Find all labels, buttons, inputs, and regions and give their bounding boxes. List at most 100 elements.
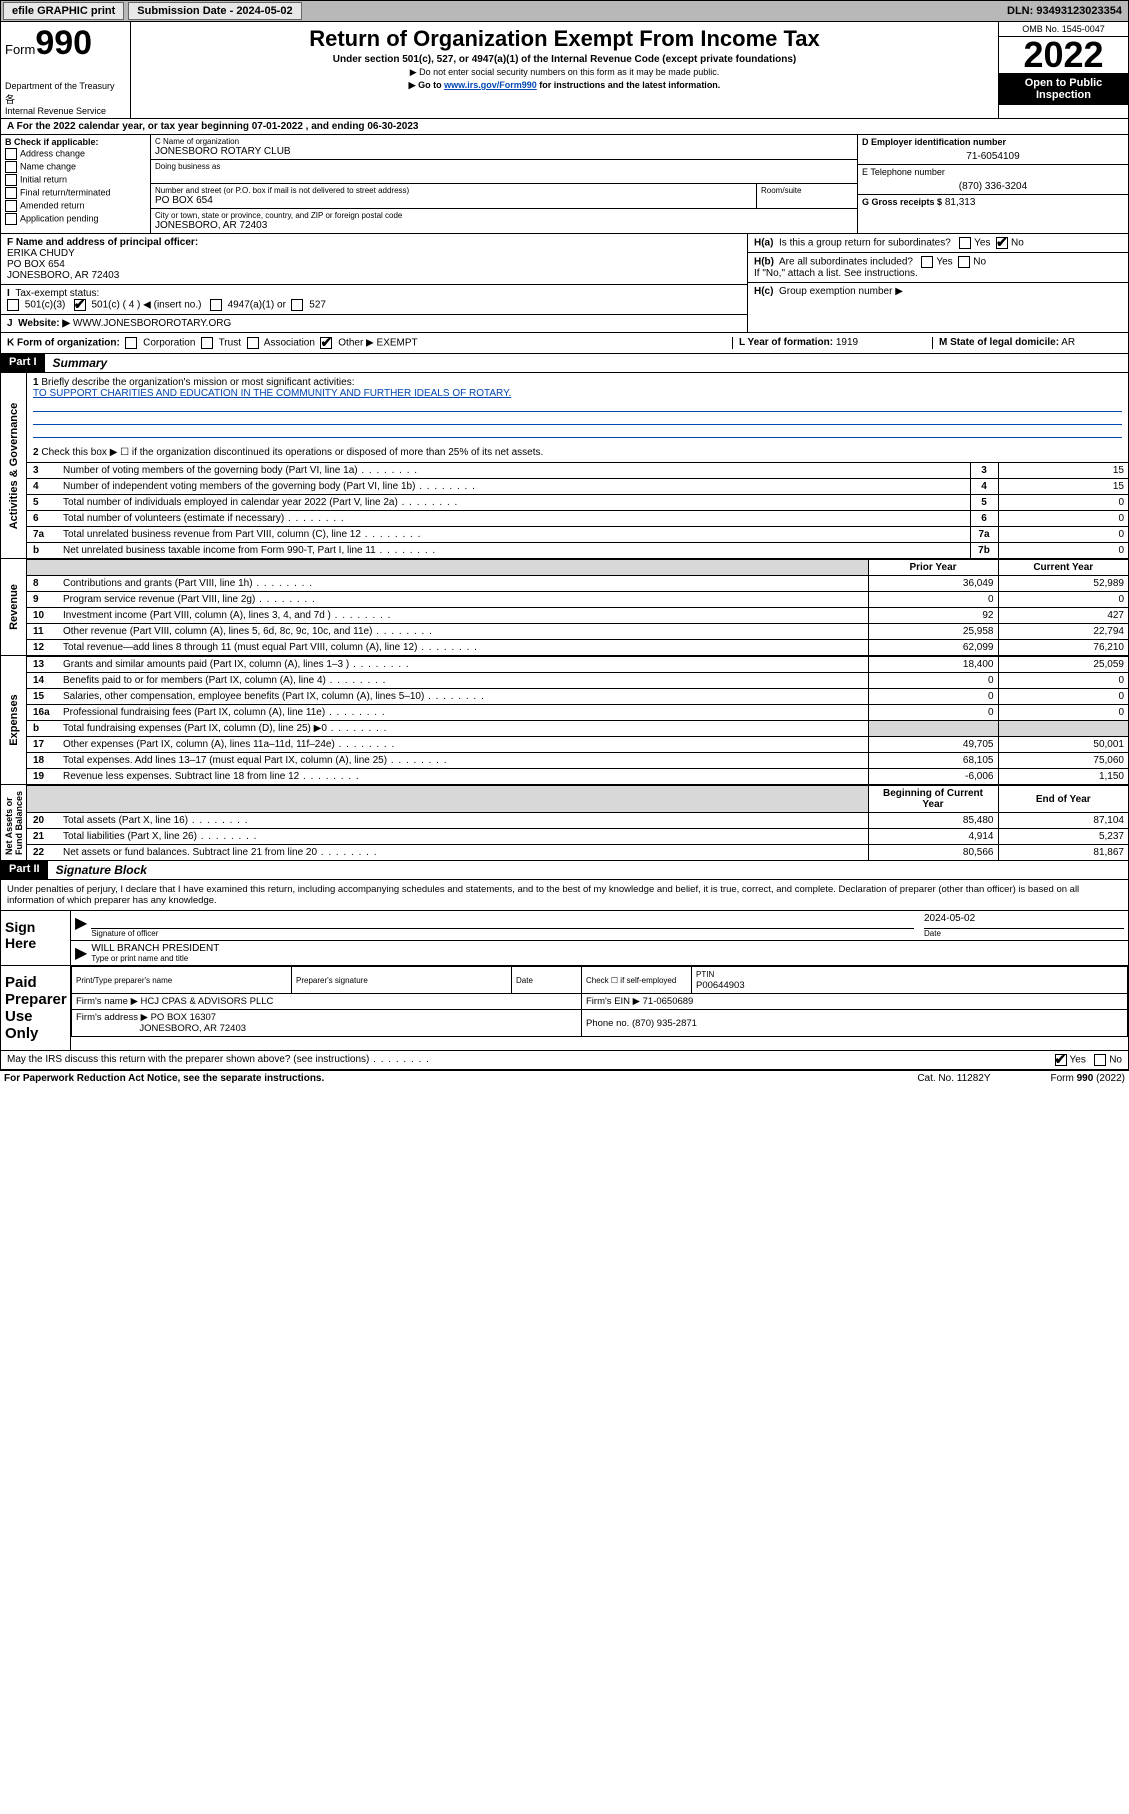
cb-name-change[interactable]: Name change (5, 161, 146, 173)
expenses-table: 13Grants and similar amounts paid (Part … (27, 656, 1128, 784)
table-row: 13Grants and similar amounts paid (Part … (27, 657, 1128, 673)
cb-address-change[interactable]: Address change (5, 148, 146, 160)
cb-527[interactable] (291, 299, 303, 311)
revenue-section: Revenue Prior YearCurrent Year8Contribut… (0, 559, 1129, 656)
form-number-block: Form990 Department of the Treasury 各Inte… (1, 22, 131, 118)
cb-ha-yes[interactable] (959, 237, 971, 249)
section-k: K Form of organization: Corporation Trus… (7, 337, 732, 349)
form-prefix: Form (5, 42, 35, 57)
section-j: J Website: ▶ WWW.JONESBOROROTARY.ORG (1, 315, 747, 332)
part2-badge: Part II (1, 861, 48, 879)
preparer-table: Print/Type preparer's name Preparer's si… (71, 966, 1128, 1037)
org-name: JONESBORO ROTARY CLUB (155, 146, 853, 157)
perjury-declaration: Under penalties of perjury, I declare th… (1, 880, 1128, 910)
table-row: 22Net assets or fund balances. Subtract … (27, 845, 1128, 861)
table-row: 8Contributions and grants (Part VIII, li… (27, 576, 1128, 592)
footer-mid: Cat. No. 11282Y (917, 1073, 990, 1084)
table-row: 16aProfessional fundraising fees (Part I… (27, 705, 1128, 721)
table-row: 12Total revenue—add lines 8 through 11 (… (27, 640, 1128, 656)
cb-hb-no[interactable] (958, 256, 970, 268)
part1-badge: Part I (1, 354, 45, 372)
opt-other: Other ▶ (338, 338, 373, 349)
hb-yes: Yes (936, 257, 952, 268)
vlabel-netassets: Net Assets orFund Balances (1, 785, 27, 860)
dba-label: Doing business as (155, 162, 853, 171)
fijk-left: F Name and address of principal officer:… (1, 234, 748, 332)
section-b-header: B Check if applicable: (5, 137, 146, 147)
top-bar: efile GRAPHIC print Submission Date - 20… (0, 0, 1129, 22)
ha-text: Is this a group return for subordinates? (779, 238, 951, 249)
goto-note: ▶ Go to www.irs.gov/Form990 for instruct… (135, 80, 994, 91)
submission-date-button[interactable]: Submission Date - 2024-05-02 (128, 2, 301, 20)
tax-status-label: Tax-exempt status: (15, 288, 99, 299)
form-subtitle: Under section 501(c), 527, or 4947(a)(1)… (135, 54, 994, 65)
cb-assoc[interactable] (247, 337, 259, 349)
cb-amended-return[interactable]: Amended return (5, 200, 146, 212)
section-de: D Employer identification number 71-6054… (858, 135, 1128, 233)
form-number: 990 (35, 24, 92, 62)
cb-initial-return[interactable]: Initial return (5, 174, 146, 186)
form-title: Return of Organization Exempt From Incom… (135, 26, 994, 52)
officer-printed-name: WILL BRANCH PRESIDENT (91, 943, 1124, 954)
cb-corp[interactable] (125, 337, 137, 349)
part2-title: Signature Block (48, 861, 155, 879)
cb-discuss-no[interactable] (1094, 1054, 1106, 1066)
sig-date-label: Date (924, 929, 1124, 938)
tax-year: 2022 (999, 37, 1128, 73)
ssn-note: ▶ Do not enter social security numbers o… (135, 67, 994, 78)
other-value: EXEMPT (377, 338, 418, 349)
governance-table: 3Number of voting members of the governi… (27, 462, 1128, 558)
table-row: 18Total expenses. Add lines 13–17 (must … (27, 753, 1128, 769)
cb-ha-no[interactable] (996, 237, 1008, 249)
table-row: 10Investment income (Part VIII, column (… (27, 608, 1128, 624)
website-label: Website: ▶ (18, 318, 70, 329)
irs-form990-link[interactable]: www.irs.gov/Form990 (444, 80, 537, 90)
prep-sig-cell: Preparer's signature (292, 967, 512, 994)
mission-label: Briefly describe the organization's miss… (41, 377, 354, 388)
mission-block: 1 Briefly describe the organization's mi… (27, 373, 1128, 443)
officer-printed-label: Type or print name and title (91, 954, 1124, 963)
cb-discuss-yes[interactable] (1055, 1054, 1067, 1066)
officer-addr2: JONESBORO, AR 72403 (7, 270, 119, 281)
sign-here-label: Sign Here (1, 911, 71, 965)
cb-4947[interactable] (210, 299, 222, 311)
entity-info-block: B Check if applicable: Address change Na… (0, 135, 1129, 234)
vlabel-governance: Activities & Governance (1, 373, 27, 558)
cb-501c[interactable] (74, 299, 86, 311)
prep-date-cell: Date (512, 967, 582, 994)
arrow-icon: ▶ (75, 943, 87, 963)
paid-preparer-row: Paid Preparer Use Only Print/Type prepar… (1, 965, 1128, 1050)
room-label: Room/suite (761, 186, 853, 195)
cb-trust[interactable] (201, 337, 213, 349)
phone-label: E Telephone number (862, 167, 1124, 177)
cb-other[interactable] (320, 337, 332, 349)
year-formation-value: 1919 (836, 337, 858, 348)
sig-date-value: 2024-05-02 (924, 913, 1124, 929)
table-row: 6Total number of volunteers (estimate if… (27, 511, 1128, 527)
form-org-label: K Form of organization: (7, 338, 120, 349)
section-c: C Name of organization JONESBORO ROTARY … (151, 135, 858, 233)
table-row: 19Revenue less expenses. Subtract line 1… (27, 769, 1128, 785)
phone-value: (870) 336-3204 (862, 181, 1124, 192)
irs-label: Internal Revenue Service (5, 106, 126, 116)
cb-final-return[interactable]: Final return/terminated (5, 187, 146, 199)
efile-button[interactable]: efile GRAPHIC print (3, 2, 124, 20)
goto-pre: ▶ Go to (409, 80, 444, 90)
firm-addr-cell: Firm's address ▶ PO BOX 16307 JONESBORO,… (72, 1010, 582, 1037)
officer-addr1: PO BOX 654 (7, 259, 65, 270)
hb-text: Are all subordinates included? (779, 257, 913, 268)
table-row: 21Total liabilities (Part X, line 26)4,9… (27, 829, 1128, 845)
ein-value: 71-6054109 (862, 151, 1124, 162)
section-klm: K Form of organization: Corporation Trus… (0, 333, 1129, 354)
header-right-block: OMB No. 1545-0047 2022 Open to Public In… (998, 22, 1128, 118)
cb-501c3[interactable] (7, 299, 19, 311)
form-header: Form990 Department of the Treasury 各Inte… (0, 22, 1129, 119)
line2-text: Check this box ▶ ☐ if the organization d… (41, 447, 543, 458)
sig-officer-label: Signature of officer (91, 929, 914, 938)
ha-no: No (1011, 238, 1024, 249)
cb-application-pending[interactable]: Application pending (5, 213, 146, 225)
mission-link[interactable]: TO SUPPORT CHARITIES AND EDUCATION IN TH… (33, 388, 511, 399)
discuss-row: May the IRS discuss this return with the… (1, 1050, 1128, 1069)
cb-hb-yes[interactable] (921, 256, 933, 268)
ptin-cell: PTINP00644903 (692, 967, 1128, 994)
